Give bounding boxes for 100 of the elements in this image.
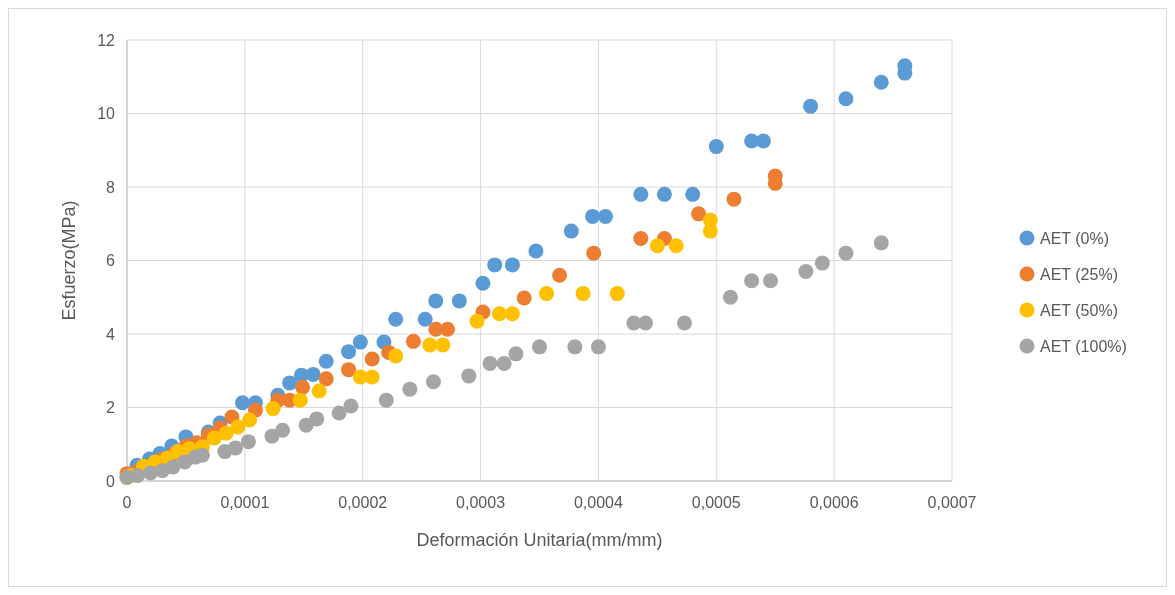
point	[218, 425, 234, 441]
point	[638, 315, 654, 331]
y-tick-label: 0	[106, 472, 116, 490]
point	[586, 245, 602, 261]
point	[417, 311, 433, 327]
point	[585, 208, 601, 224]
point	[341, 362, 357, 378]
point	[331, 405, 347, 421]
point	[702, 212, 718, 228]
point	[873, 74, 889, 90]
point	[422, 337, 438, 353]
point	[516, 290, 532, 306]
point	[451, 293, 467, 309]
point	[305, 366, 321, 382]
x-axis-title: Deformación Unitaria(mm/mm)	[416, 530, 663, 550]
point	[275, 422, 291, 438]
point	[691, 206, 707, 222]
point	[341, 344, 357, 360]
point	[563, 223, 579, 239]
point	[633, 186, 649, 202]
point	[364, 351, 380, 367]
point	[405, 333, 421, 349]
point	[609, 286, 625, 302]
point	[496, 355, 512, 371]
point	[798, 264, 814, 280]
point	[295, 379, 311, 395]
point	[240, 434, 256, 450]
x-tick-label: 0,0006	[809, 494, 859, 511]
point	[440, 321, 456, 337]
point	[487, 257, 503, 273]
point	[402, 381, 418, 397]
point	[425, 374, 441, 390]
legend-label: AET (0%)	[1040, 229, 1110, 247]
y-tick-label: 12	[97, 31, 116, 49]
x-tick-label: 0,0001	[220, 494, 270, 511]
point	[532, 339, 547, 355]
point	[722, 289, 738, 305]
point	[388, 311, 404, 327]
point	[343, 398, 359, 414]
y-tick-label: 2	[106, 399, 116, 417]
y-tick-label: 10	[97, 105, 116, 123]
point	[227, 440, 243, 456]
point	[685, 186, 701, 202]
point	[235, 395, 250, 411]
point	[676, 315, 692, 331]
point	[311, 383, 327, 399]
point	[567, 339, 583, 355]
point	[656, 186, 672, 202]
point	[364, 369, 380, 385]
point	[668, 238, 684, 254]
point	[528, 243, 544, 259]
point	[755, 133, 771, 149]
point	[504, 257, 520, 273]
x-tick-label: 0,0004	[573, 494, 623, 511]
legend-label: AET (50%)	[1040, 301, 1118, 319]
point	[461, 368, 477, 384]
point	[206, 430, 222, 446]
point	[598, 208, 613, 224]
point	[575, 286, 591, 302]
point	[309, 411, 325, 427]
point	[378, 392, 394, 408]
point	[552, 267, 568, 283]
x-tick-label: 0,0007	[927, 494, 977, 511]
point	[763, 273, 778, 289]
point	[838, 91, 854, 107]
point	[726, 191, 742, 207]
point	[508, 346, 524, 362]
legend-label: AET (25%)	[1040, 265, 1118, 283]
x-tick-label: 0,0002	[338, 494, 388, 511]
y-tick-label: 6	[106, 252, 116, 270]
point	[282, 375, 298, 391]
point	[165, 459, 181, 475]
point	[318, 353, 334, 369]
point	[814, 255, 830, 271]
point	[744, 273, 760, 289]
point	[649, 238, 665, 254]
point	[838, 245, 854, 261]
point	[318, 371, 334, 387]
point	[388, 348, 404, 364]
point	[539, 286, 555, 302]
y-tick-label: 4	[106, 325, 116, 343]
point	[265, 401, 281, 417]
y-tick-label: 8	[106, 178, 116, 196]
y-axis-title: Esfuerzo(MPa)	[59, 200, 79, 321]
point	[504, 306, 520, 322]
point	[352, 334, 368, 350]
point	[475, 275, 491, 291]
point	[633, 230, 649, 246]
x-tick-label: 0,0005	[691, 494, 741, 511]
point	[292, 392, 308, 408]
x-tick-label: 0	[122, 494, 132, 511]
point	[428, 293, 444, 309]
point	[482, 355, 498, 371]
point	[491, 306, 507, 322]
point	[803, 98, 819, 114]
point	[873, 235, 889, 251]
point	[435, 337, 451, 353]
point	[708, 139, 724, 155]
point	[590, 339, 606, 355]
point	[242, 412, 258, 428]
